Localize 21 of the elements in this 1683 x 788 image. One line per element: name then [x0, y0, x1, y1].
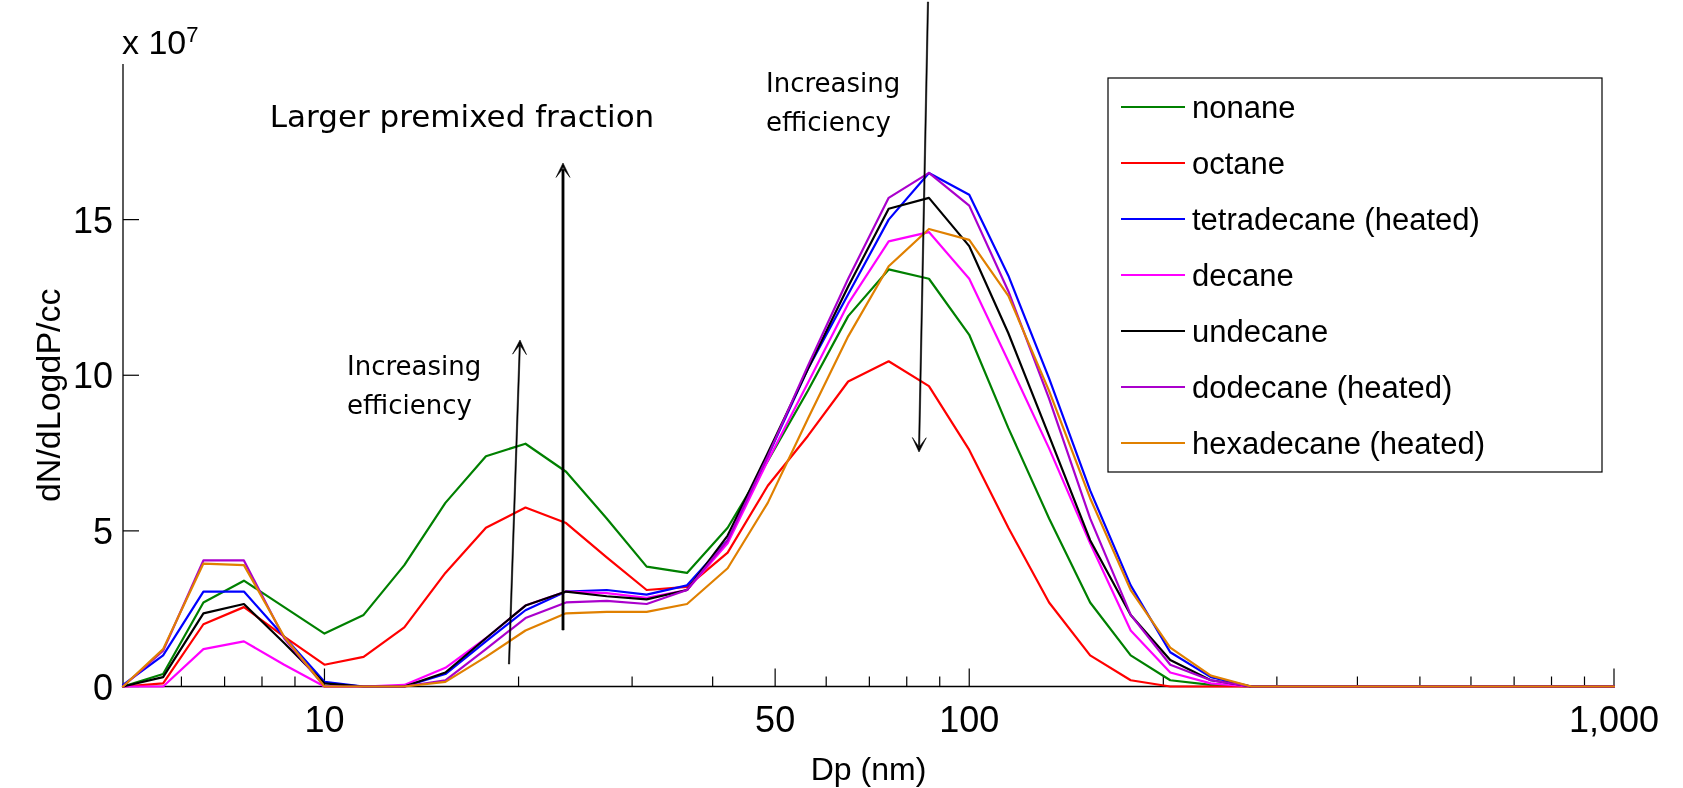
y-tick-label: 10 [72, 355, 113, 397]
legend-label: hexadecane (heated) [1192, 426, 1486, 461]
legend-label: nonane [1192, 90, 1296, 125]
legend-label: octane [1192, 146, 1286, 181]
x-tick-label: 100 [939, 698, 1000, 740]
legend-label: decane [1192, 258, 1294, 293]
text: x 10$^{7}$ [122, 21, 199, 61]
y-tick-label: 0 [92, 666, 113, 708]
legend-label: tetradecane (heated) [1192, 202, 1480, 237]
annotation: Increasing efficiency [766, 68, 901, 137]
y-tick-label: 5 [92, 510, 113, 552]
legend-label: undecane [1192, 314, 1329, 349]
x-axis-title: Dp (nm) [810, 751, 927, 787]
y-axis-title: dN/dLogdP/cc [29, 288, 67, 503]
x-tick-label: 1,000 [1568, 698, 1660, 740]
y-tick-label: 15 [72, 199, 113, 241]
x-tick-label: 50 [755, 698, 796, 740]
legend-label: dodecane (heated) [1192, 370, 1453, 405]
annotation: Larger premixed fraction [269, 98, 655, 134]
x-tick-label: 10 [304, 698, 345, 740]
annotation: Increasing efficiency [347, 351, 482, 420]
